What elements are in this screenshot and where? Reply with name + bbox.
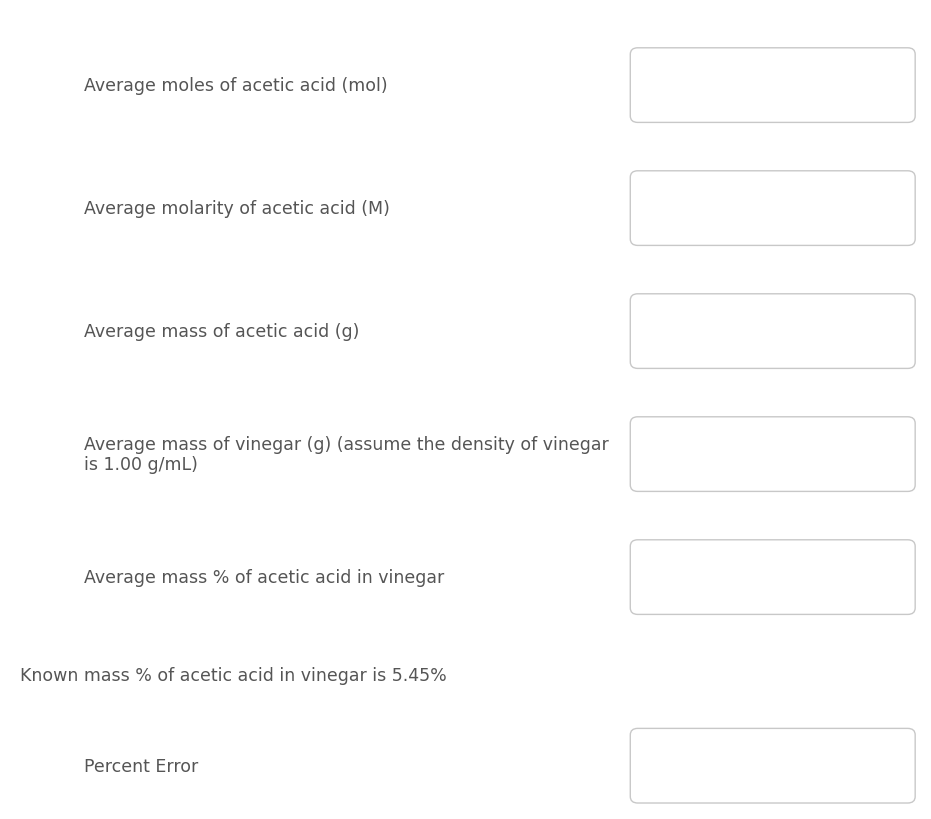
Text: Percent Error: Percent Error	[84, 757, 198, 775]
Text: Average molarity of acetic acid (M): Average molarity of acetic acid (M)	[84, 200, 390, 218]
FancyBboxPatch shape	[630, 417, 915, 491]
FancyBboxPatch shape	[630, 48, 915, 123]
Text: Average mass of acetic acid (g): Average mass of acetic acid (g)	[84, 323, 359, 341]
FancyBboxPatch shape	[630, 541, 915, 614]
Text: Average mass of vinegar (g) (assume the density of vinegar
is 1.00 g/mL): Average mass of vinegar (g) (assume the …	[84, 435, 609, 474]
Text: Average mass % of acetic acid in vinegar: Average mass % of acetic acid in vinegar	[84, 568, 444, 586]
FancyBboxPatch shape	[630, 729, 915, 803]
Text: Average moles of acetic acid (mol): Average moles of acetic acid (mol)	[84, 77, 387, 95]
FancyBboxPatch shape	[630, 171, 915, 246]
FancyBboxPatch shape	[630, 294, 915, 369]
Text: Known mass % of acetic acid in vinegar is 5.45%: Known mass % of acetic acid in vinegar i…	[20, 667, 447, 685]
